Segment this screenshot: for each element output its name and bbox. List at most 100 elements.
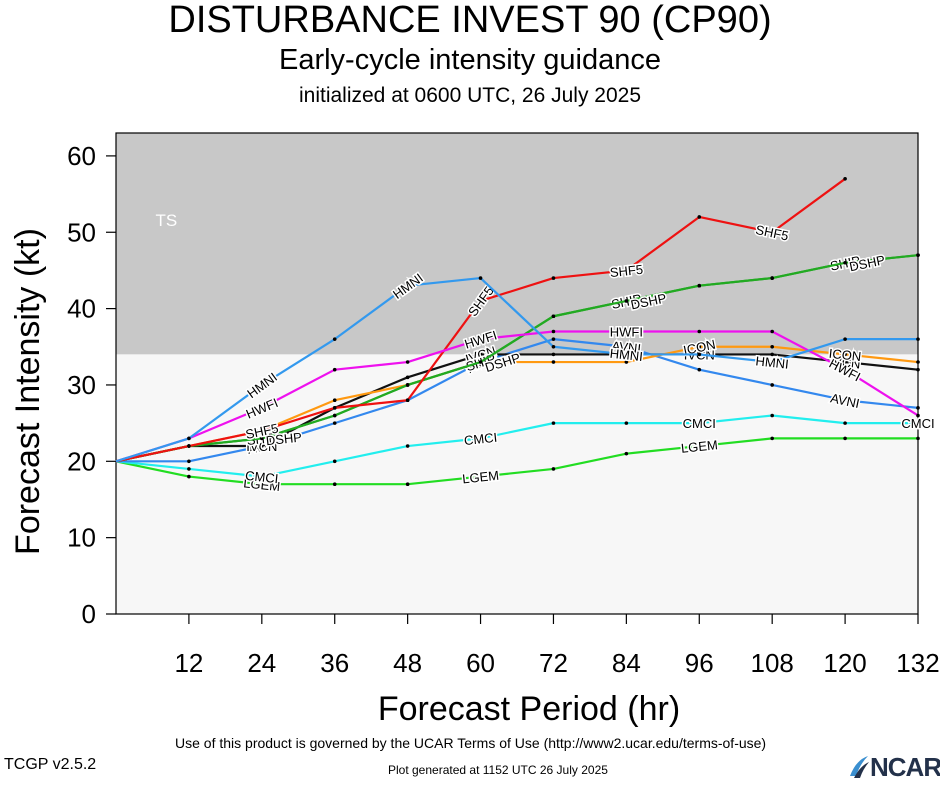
x-tick-label: 108: [750, 648, 793, 678]
data-point-icon: [697, 344, 702, 349]
data-point-shf5: [770, 230, 774, 235]
data-point-lgem: [187, 474, 191, 479]
series-label-cmci: CMCI: [243, 466, 281, 487]
x-tick-label: 36: [320, 648, 349, 678]
series-label-cmci: CMCI: [462, 428, 500, 449]
x-tick-label: 12: [174, 648, 203, 678]
data-point-cmci: [770, 413, 774, 418]
x-tick-label: 60: [466, 648, 495, 678]
data-point-avni: [697, 367, 702, 372]
series-label-text: LGEM: [243, 475, 281, 494]
y-tick-label: 10: [67, 523, 96, 553]
series-line-lgem: [115, 437, 918, 486]
data-point-dshp: [770, 276, 774, 280]
data-point-lgem: [551, 467, 556, 471]
series-cmci: CMCI CMCI CMCI CMCI: [115, 413, 936, 488]
data-point-dshp: [260, 436, 264, 441]
data-point-icon: [843, 352, 847, 357]
data-point-icon: [624, 360, 629, 364]
series-line-cmci: [115, 414, 918, 478]
data-point-hwfi: [332, 367, 337, 372]
x-tick-label: 120: [823, 648, 866, 678]
data-point-dshp: [916, 253, 920, 257]
chart-title: DISTURBANCE INVEST 90 (CP90): [168, 0, 772, 41]
series-label-lgem: LGEM: [679, 436, 720, 458]
data-point-hmni: [770, 360, 774, 364]
series-line-hmni: [115, 276, 918, 463]
data-point-hmni: [405, 283, 410, 288]
data-point-cmci: [260, 474, 264, 479]
data-point-dshp: [332, 413, 337, 418]
series-label-text: CMCI: [463, 430, 498, 448]
data-point-lgem: [916, 436, 920, 441]
data-point-cmci: [478, 436, 483, 441]
data-point-shf5: [187, 444, 191, 448]
data-point-cmci: [551, 421, 556, 425]
series-line-avni: [116, 338, 919, 463]
x-tick-label: 72: [539, 648, 568, 678]
x-tick-label: 84: [612, 648, 641, 678]
region-label-ts: TS: [155, 211, 177, 230]
data-point-ivcn: [916, 367, 920, 372]
data-point-hmni: [624, 352, 629, 357]
series-label-hmni: HMNI: [608, 344, 646, 365]
generated-time: Plot generated at 1152 UTC 26 July 2025: [388, 763, 608, 777]
series-label-text: HMNI: [755, 353, 790, 371]
series-label-dshp: DSHP: [264, 428, 304, 450]
data-point-hmni: [916, 337, 920, 341]
y-tick-label: 60: [67, 141, 96, 171]
data-point-ivcn: [405, 375, 410, 380]
data-point-hwfi: [843, 367, 847, 372]
data-point-cmci: [405, 444, 410, 448]
data-point-hwfi: [916, 413, 920, 418]
series-label-shf5: SHF5: [608, 260, 646, 281]
y-tick-label: 20: [67, 446, 96, 476]
data-point-ivcn: [478, 352, 483, 357]
region-ts: [116, 133, 918, 355]
y-tick-label: 30: [67, 370, 96, 400]
series-label-text: LGEM: [680, 437, 718, 456]
series-label-text: CMCI: [901, 416, 934, 431]
y-axis-label: Forecast Intensity (kt): [9, 228, 47, 555]
data-point-hmni: [697, 352, 702, 357]
data-point-lgem: [697, 444, 702, 448]
series-label-cmci: CMCI: [900, 415, 936, 433]
data-point-hwfi: [624, 329, 629, 334]
data-point-cmci: [332, 459, 337, 464]
data-point-hwfi: [551, 329, 556, 334]
series-label-ivcn: IVCN: [827, 352, 862, 373]
chart-subtitle: Early-cycle intensity guidance: [278, 44, 661, 76]
data-point-hmni: [478, 276, 483, 280]
init-time: initialized at 0600 UTC, 26 July 2025: [298, 84, 642, 107]
plot-frame: [115, 132, 919, 615]
data-point-icon: [551, 360, 556, 364]
data-point-hmni: [551, 344, 556, 349]
data-point-cmci: [697, 421, 702, 425]
data-point-shf5: [551, 276, 556, 280]
series-label-hwfi: HWFI: [608, 323, 644, 341]
terms-of-use-text: Use of this product is governed by the U…: [175, 735, 767, 751]
series-label-lgem: LGEM: [460, 466, 501, 488]
series-label-hmni: HMNI: [753, 352, 791, 373]
data-point-hwfi: [770, 329, 774, 334]
data-point-dshp: [624, 299, 629, 303]
data-point-lgem: [478, 474, 483, 479]
data-point-avni: [551, 337, 556, 341]
version-label: TCGP v2.5.2: [4, 756, 97, 773]
x-axis-label: Forecast Period (hr): [378, 690, 680, 728]
data-point-lgem: [843, 436, 847, 441]
ncar-logo-text: NCAR: [870, 752, 940, 782]
series-label-cmci: CMCI: [681, 415, 717, 433]
series-line-dshp: [115, 254, 919, 463]
data-point-lgem: [332, 482, 337, 487]
ncar-swoosh-icon: [850, 756, 869, 778]
region-below-ts: [116, 354, 918, 614]
y-tick-label: 0: [82, 599, 96, 629]
data-point-dshp: [843, 260, 847, 265]
data-point-lgem: [260, 482, 264, 487]
data-point-avni: [916, 406, 920, 410]
data-point-lgem: [624, 451, 629, 456]
data-point-cmci: [916, 421, 920, 425]
data-point-shf5: [697, 215, 702, 219]
